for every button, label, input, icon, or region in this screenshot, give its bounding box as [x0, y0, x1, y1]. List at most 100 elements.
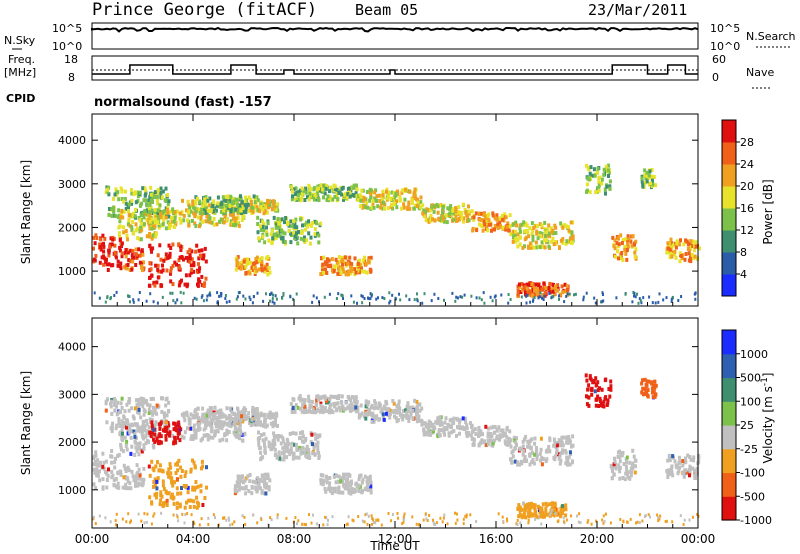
power-cell — [452, 217, 456, 222]
velocity-cell — [148, 473, 152, 478]
velocity-cell — [559, 510, 563, 515]
power-cell — [665, 250, 669, 255]
velocity-cell — [455, 416, 459, 421]
velocity-cell — [337, 474, 341, 479]
power-cell — [325, 271, 329, 275]
power-cell — [508, 213, 512, 218]
power-cell — [645, 179, 649, 184]
power-cell — [107, 248, 111, 253]
velocity-cell — [119, 442, 123, 447]
velocity-cell — [628, 460, 632, 465]
velocity-cell — [174, 471, 178, 475]
power-cell — [189, 209, 193, 214]
power-cell — [535, 245, 539, 250]
power-cell — [147, 207, 151, 212]
power-cell — [363, 269, 367, 274]
velocity-cell — [238, 424, 242, 429]
velocity-cell — [133, 439, 137, 444]
velocity-cell — [215, 429, 219, 433]
velocity-cell — [380, 407, 384, 412]
velocity-cell — [551, 504, 555, 509]
velocity-clutter-cell — [294, 516, 297, 519]
velocity-cell — [119, 445, 123, 450]
velocity-cell — [164, 434, 168, 439]
velocity-cell — [257, 442, 261, 447]
velocity-cell — [483, 439, 487, 444]
velocity-cell — [104, 408, 108, 413]
velocity-clutter-cell — [497, 512, 500, 516]
power-cell — [139, 228, 143, 233]
power-cell — [114, 255, 118, 260]
power-cell — [309, 235, 313, 240]
power-cell — [619, 252, 623, 257]
velocity-cell — [213, 405, 217, 410]
power-cell — [674, 255, 678, 260]
velocity-cell — [163, 414, 166, 419]
power-cell — [159, 214, 163, 219]
velocity-clutter-cell — [403, 517, 406, 521]
power-cell — [616, 249, 620, 254]
velocity-cell — [652, 379, 656, 384]
power-cell — [325, 257, 329, 262]
velocity-cell — [463, 427, 466, 431]
velocity-cell — [301, 445, 305, 450]
power-cell — [112, 236, 116, 241]
power-cell — [156, 215, 160, 219]
velocity-cell — [180, 469, 184, 473]
velocity-cell — [406, 406, 410, 411]
velocity-cell — [555, 443, 559, 448]
power-cell — [677, 241, 681, 246]
x-axis-ticks: 00:00 04:00 08:00 12:00 16:00 20:00 00:00 — [75, 114, 715, 546]
power-cell — [316, 191, 319, 196]
power-clutter-cell — [558, 297, 560, 301]
velocity-cell — [120, 406, 124, 410]
velocity-cell — [409, 410, 413, 415]
power-cbar-tick-label: 12 — [740, 224, 754, 237]
velocity-cell — [126, 476, 130, 481]
power-cell — [305, 195, 309, 200]
velocity-cell — [128, 423, 132, 428]
power-cell — [160, 269, 164, 274]
power-cell — [564, 241, 568, 246]
velocity-cell — [610, 476, 614, 481]
power-cell — [355, 183, 358, 188]
velocity-cell — [271, 441, 275, 446]
power-cell — [138, 260, 142, 265]
velocity-cell — [188, 505, 192, 510]
power-cell — [128, 223, 132, 228]
power-cell — [491, 213, 495, 218]
power-cell — [298, 188, 302, 193]
velocity-cell — [285, 443, 288, 448]
power-cell — [178, 211, 182, 216]
velocity-cell — [128, 481, 132, 486]
velocity-cell — [153, 477, 157, 482]
power-cell — [201, 219, 205, 224]
power-cell — [229, 219, 233, 224]
velocity-cell — [229, 415, 233, 420]
velocity-cell — [561, 450, 565, 455]
power-cell — [179, 244, 183, 249]
velocity-cell — [418, 402, 422, 407]
velocity-cell — [395, 409, 399, 414]
velocity-cell — [256, 436, 260, 441]
power-cell — [277, 221, 281, 226]
velocity-cell — [94, 453, 98, 458]
velocity-cell — [493, 438, 497, 443]
power-cell — [275, 223, 279, 227]
velocity-cell — [301, 402, 305, 407]
velocity-cell — [666, 458, 670, 463]
velocity-cell — [117, 420, 121, 425]
power-cell — [290, 185, 294, 190]
velocity-cell — [194, 414, 198, 419]
power-cell — [600, 177, 604, 182]
power-cell — [457, 217, 461, 222]
velocity-clutter-cell — [658, 517, 661, 521]
power-clutter-cell — [149, 292, 152, 296]
power-cell — [203, 281, 207, 286]
power-cell — [151, 233, 155, 238]
power-cell — [514, 236, 518, 241]
power-cell — [402, 202, 406, 207]
power-cell — [440, 218, 443, 223]
power-cell — [122, 199, 126, 204]
